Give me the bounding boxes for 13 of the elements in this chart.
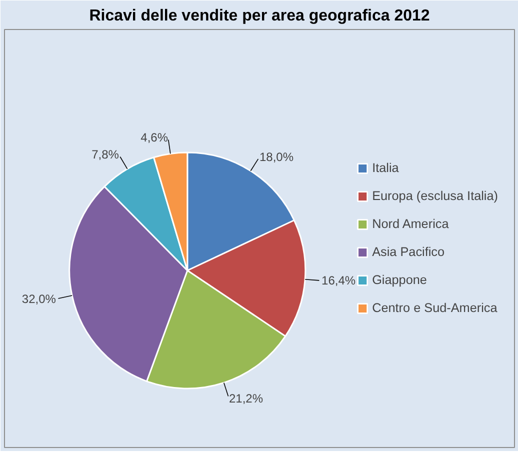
data-label: 32,0%: [22, 292, 56, 306]
legend-label: Italia: [372, 161, 399, 175]
data-label: 18,0%: [259, 150, 294, 164]
chart-title: Ricavi delle vendite per area geografica 2012: [89, 8, 430, 24]
data-label: 7,8%: [92, 148, 120, 162]
legend-label: Nord America: [372, 217, 449, 231]
data-label: 4,6%: [140, 130, 168, 144]
data-label: 16,4%: [322, 274, 356, 288]
legend-label: Asia Pacifico: [372, 245, 445, 259]
legend-label: Centro e Sud-America: [372, 301, 498, 315]
legend-label: Giappone: [372, 273, 427, 287]
legend-label: Europa (esclusa Italia): [372, 189, 498, 203]
data-label: 21,2%: [228, 391, 264, 406]
